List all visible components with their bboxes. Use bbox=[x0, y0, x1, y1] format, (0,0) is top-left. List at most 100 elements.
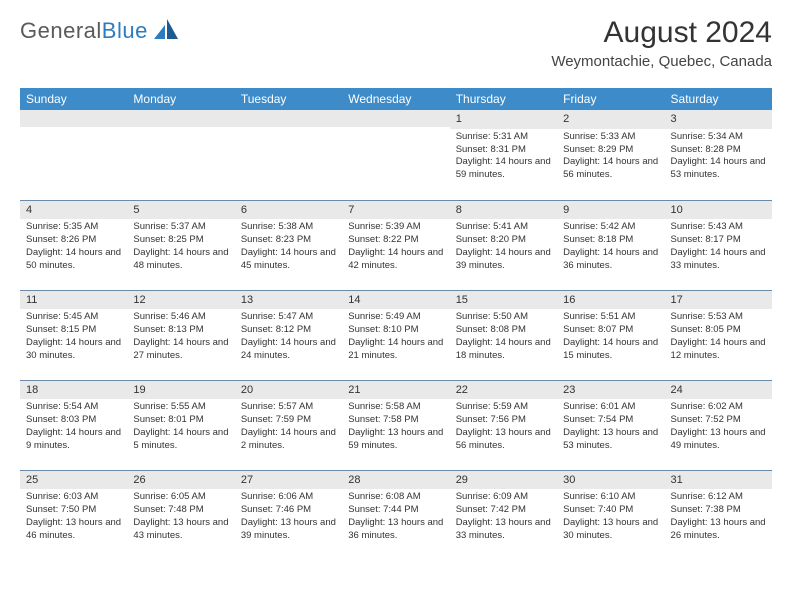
sunset-text: Sunset: 8:26 PM bbox=[26, 234, 121, 247]
sunset-text: Sunset: 8:31 PM bbox=[456, 144, 551, 157]
sunrise-text: Sunrise: 5:47 AM bbox=[241, 311, 336, 324]
day-info: Sunrise: 6:12 AMSunset: 7:38 PMDaylight:… bbox=[665, 489, 772, 546]
day-cell: 4Sunrise: 5:35 AMSunset: 8:26 PMDaylight… bbox=[20, 200, 127, 290]
daylight-text: Daylight: 14 hours and 15 minutes. bbox=[563, 337, 658, 363]
weekday-header: Friday bbox=[557, 88, 664, 110]
sunset-text: Sunset: 8:12 PM bbox=[241, 324, 336, 337]
day-cell: 2Sunrise: 5:33 AMSunset: 8:29 PMDaylight… bbox=[557, 110, 664, 200]
logo-word-a: General bbox=[20, 18, 102, 43]
day-number: 19 bbox=[127, 381, 234, 400]
day-number: 29 bbox=[450, 471, 557, 490]
day-cell: 19Sunrise: 5:55 AMSunset: 8:01 PMDayligh… bbox=[127, 380, 234, 470]
day-info: Sunrise: 6:05 AMSunset: 7:48 PMDaylight:… bbox=[127, 489, 234, 546]
sunset-text: Sunset: 8:03 PM bbox=[26, 414, 121, 427]
day-cell: 15Sunrise: 5:50 AMSunset: 8:08 PMDayligh… bbox=[450, 290, 557, 380]
day-cell bbox=[20, 110, 127, 200]
daylight-text: Daylight: 13 hours and 49 minutes. bbox=[671, 427, 766, 453]
daylight-text: Daylight: 14 hours and 53 minutes. bbox=[671, 156, 766, 182]
day-cell bbox=[342, 110, 449, 200]
daylight-text: Daylight: 14 hours and 56 minutes. bbox=[563, 156, 658, 182]
daylight-text: Daylight: 14 hours and 45 minutes. bbox=[241, 247, 336, 273]
sunset-text: Sunset: 7:44 PM bbox=[348, 504, 443, 517]
weekday-header-row: Sunday Monday Tuesday Wednesday Thursday… bbox=[20, 88, 772, 110]
day-number: 6 bbox=[235, 201, 342, 220]
calendar-table: Sunday Monday Tuesday Wednesday Thursday… bbox=[20, 88, 772, 560]
day-number: 20 bbox=[235, 381, 342, 400]
day-number: 30 bbox=[557, 471, 664, 490]
sunset-text: Sunset: 8:18 PM bbox=[563, 234, 658, 247]
day-number: 27 bbox=[235, 471, 342, 490]
daylight-text: Daylight: 13 hours and 33 minutes. bbox=[456, 517, 551, 543]
sunset-text: Sunset: 7:52 PM bbox=[671, 414, 766, 427]
week-row: 4Sunrise: 5:35 AMSunset: 8:26 PMDaylight… bbox=[20, 200, 772, 290]
day-cell bbox=[235, 110, 342, 200]
sunset-text: Sunset: 8:22 PM bbox=[348, 234, 443, 247]
day-cell: 24Sunrise: 6:02 AMSunset: 7:52 PMDayligh… bbox=[665, 380, 772, 470]
day-cell: 25Sunrise: 6:03 AMSunset: 7:50 PMDayligh… bbox=[20, 470, 127, 560]
weekday-header: Monday bbox=[127, 88, 234, 110]
day-cell: 27Sunrise: 6:06 AMSunset: 7:46 PMDayligh… bbox=[235, 470, 342, 560]
weekday-header: Wednesday bbox=[342, 88, 449, 110]
day-info: Sunrise: 5:55 AMSunset: 8:01 PMDaylight:… bbox=[127, 399, 234, 456]
daylight-text: Daylight: 13 hours and 43 minutes. bbox=[133, 517, 228, 543]
daylight-text: Daylight: 14 hours and 50 minutes. bbox=[26, 247, 121, 273]
day-info: Sunrise: 5:58 AMSunset: 7:58 PMDaylight:… bbox=[342, 399, 449, 456]
day-number: 8 bbox=[450, 201, 557, 220]
day-number bbox=[235, 110, 342, 127]
daylight-text: Daylight: 13 hours and 26 minutes. bbox=[671, 517, 766, 543]
sunset-text: Sunset: 7:40 PM bbox=[563, 504, 658, 517]
sunset-text: Sunset: 7:38 PM bbox=[671, 504, 766, 517]
day-number: 22 bbox=[450, 381, 557, 400]
day-number: 16 bbox=[557, 291, 664, 310]
sunset-text: Sunset: 8:28 PM bbox=[671, 144, 766, 157]
day-info: Sunrise: 5:59 AMSunset: 7:56 PMDaylight:… bbox=[450, 399, 557, 456]
day-info: Sunrise: 5:50 AMSunset: 8:08 PMDaylight:… bbox=[450, 309, 557, 366]
day-cell: 18Sunrise: 5:54 AMSunset: 8:03 PMDayligh… bbox=[20, 380, 127, 470]
day-cell bbox=[127, 110, 234, 200]
weekday-header: Saturday bbox=[665, 88, 772, 110]
day-info: Sunrise: 5:37 AMSunset: 8:25 PMDaylight:… bbox=[127, 219, 234, 276]
day-number: 1 bbox=[450, 110, 557, 129]
day-info: Sunrise: 6:08 AMSunset: 7:44 PMDaylight:… bbox=[342, 489, 449, 546]
week-row: 11Sunrise: 5:45 AMSunset: 8:15 PMDayligh… bbox=[20, 290, 772, 380]
day-info: Sunrise: 5:39 AMSunset: 8:22 PMDaylight:… bbox=[342, 219, 449, 276]
day-cell: 30Sunrise: 6:10 AMSunset: 7:40 PMDayligh… bbox=[557, 470, 664, 560]
weekday-header: Tuesday bbox=[235, 88, 342, 110]
sunset-text: Sunset: 8:08 PM bbox=[456, 324, 551, 337]
sunrise-text: Sunrise: 5:57 AM bbox=[241, 401, 336, 414]
sunset-text: Sunset: 8:13 PM bbox=[133, 324, 228, 337]
sunset-text: Sunset: 8:10 PM bbox=[348, 324, 443, 337]
sunrise-text: Sunrise: 6:05 AM bbox=[133, 491, 228, 504]
day-cell: 29Sunrise: 6:09 AMSunset: 7:42 PMDayligh… bbox=[450, 470, 557, 560]
sunrise-text: Sunrise: 6:09 AM bbox=[456, 491, 551, 504]
day-info: Sunrise: 6:09 AMSunset: 7:42 PMDaylight:… bbox=[450, 489, 557, 546]
sunrise-text: Sunrise: 5:50 AM bbox=[456, 311, 551, 324]
day-cell: 16Sunrise: 5:51 AMSunset: 8:07 PMDayligh… bbox=[557, 290, 664, 380]
sunrise-text: Sunrise: 5:59 AM bbox=[456, 401, 551, 414]
day-cell: 31Sunrise: 6:12 AMSunset: 7:38 PMDayligh… bbox=[665, 470, 772, 560]
weekday-header: Sunday bbox=[20, 88, 127, 110]
day-info: Sunrise: 5:31 AMSunset: 8:31 PMDaylight:… bbox=[450, 129, 557, 186]
day-info: Sunrise: 5:43 AMSunset: 8:17 PMDaylight:… bbox=[665, 219, 772, 276]
sunrise-text: Sunrise: 5:43 AM bbox=[671, 221, 766, 234]
day-info: Sunrise: 5:34 AMSunset: 8:28 PMDaylight:… bbox=[665, 129, 772, 186]
sunset-text: Sunset: 8:23 PM bbox=[241, 234, 336, 247]
day-number: 5 bbox=[127, 201, 234, 220]
day-info: Sunrise: 5:42 AMSunset: 8:18 PMDaylight:… bbox=[557, 219, 664, 276]
daylight-text: Daylight: 14 hours and 27 minutes. bbox=[133, 337, 228, 363]
daylight-text: Daylight: 14 hours and 2 minutes. bbox=[241, 427, 336, 453]
week-row: 1Sunrise: 5:31 AMSunset: 8:31 PMDaylight… bbox=[20, 110, 772, 200]
day-cell: 11Sunrise: 5:45 AMSunset: 8:15 PMDayligh… bbox=[20, 290, 127, 380]
day-info: Sunrise: 5:51 AMSunset: 8:07 PMDaylight:… bbox=[557, 309, 664, 366]
day-number: 10 bbox=[665, 201, 772, 220]
sunrise-text: Sunrise: 5:31 AM bbox=[456, 131, 551, 144]
sunset-text: Sunset: 8:07 PM bbox=[563, 324, 658, 337]
day-cell: 3Sunrise: 5:34 AMSunset: 8:28 PMDaylight… bbox=[665, 110, 772, 200]
brand-logo: GeneralBlue bbox=[20, 18, 178, 44]
day-number: 26 bbox=[127, 471, 234, 490]
day-number: 25 bbox=[20, 471, 127, 490]
day-info: Sunrise: 5:41 AMSunset: 8:20 PMDaylight:… bbox=[450, 219, 557, 276]
sunset-text: Sunset: 7:50 PM bbox=[26, 504, 121, 517]
sunset-text: Sunset: 7:59 PM bbox=[241, 414, 336, 427]
day-cell: 10Sunrise: 5:43 AMSunset: 8:17 PMDayligh… bbox=[665, 200, 772, 290]
